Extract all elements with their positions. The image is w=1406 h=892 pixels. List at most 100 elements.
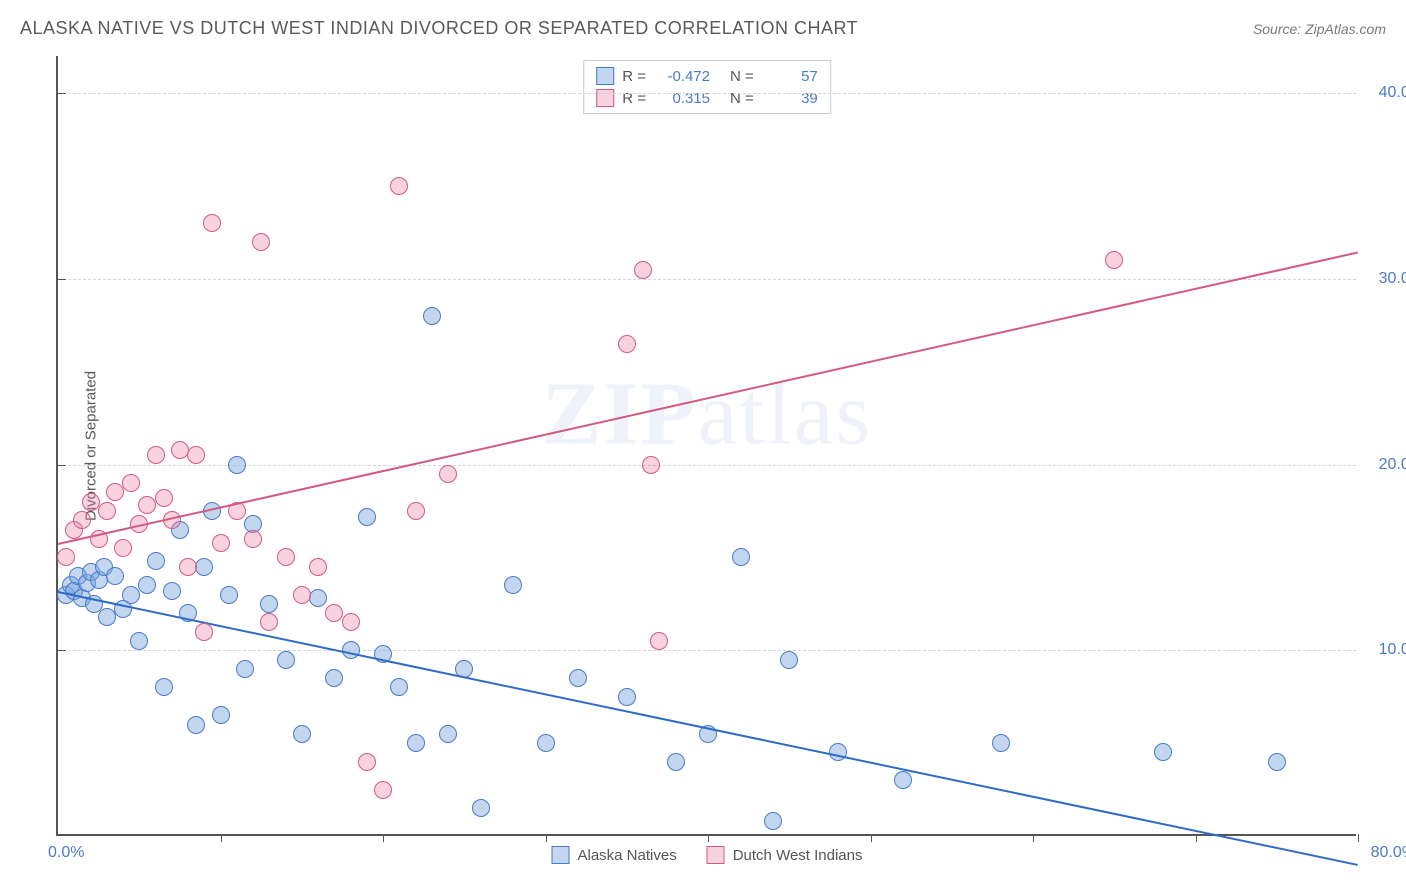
data-point [130,632,148,650]
x-tick [221,834,222,842]
legend-swatch [551,846,569,864]
legend-series-name: Dutch West Indians [733,847,863,864]
data-point [212,534,230,552]
data-point [147,552,165,570]
watermark: ZIPatlas [542,362,873,465]
data-point [228,456,246,474]
legend-swatch [596,67,614,85]
gridline [58,93,1356,94]
data-point [1268,753,1286,771]
data-point [569,669,587,687]
data-point [277,548,295,566]
data-point [293,586,311,604]
x-tick [546,834,547,842]
chart-title: ALASKA NATIVE VS DUTCH WEST INDIAN DIVOR… [20,18,858,39]
data-point [618,688,636,706]
data-point [1154,743,1172,761]
data-point [147,446,165,464]
data-point [122,474,140,492]
data-point [98,608,116,626]
data-point [829,743,847,761]
data-point [138,496,156,514]
data-point [667,753,685,771]
data-point [342,613,360,631]
data-point [155,678,173,696]
data-point [57,548,75,566]
data-point [504,576,522,594]
x-tick [1196,834,1197,842]
data-point [98,502,116,520]
x-tick [708,834,709,842]
data-point [179,558,197,576]
legend-n-value: 39 [762,90,818,107]
data-point [203,214,221,232]
legend-series-name: Alaska Natives [577,847,676,864]
legend-r-value: 0.315 [654,90,710,107]
data-point [358,508,376,526]
legend-swatch [596,89,614,107]
data-point [106,483,124,501]
data-point [358,753,376,771]
data-point [374,781,392,799]
data-point [293,725,311,743]
data-point [260,595,278,613]
y-tick-label: 30.0% [1379,270,1406,288]
data-point [252,233,270,251]
y-tick [58,465,66,466]
y-tick-label: 10.0% [1379,641,1406,659]
legend-correlation-row: R =0.315N =39 [596,87,818,109]
x-tick [871,834,872,842]
data-point [780,651,798,669]
data-point [390,678,408,696]
data-point [277,651,295,669]
data-point [155,489,173,507]
data-point [992,734,1010,752]
data-point [309,558,327,576]
data-point [106,567,124,585]
data-point [634,261,652,279]
data-point [1105,251,1123,269]
gridline [58,465,1356,466]
legend-series-item: Alaska Natives [551,846,676,864]
legend-r-value: -0.472 [654,68,710,85]
data-point [73,511,91,529]
legend-correlation-row: R =-0.472N =57 [596,65,818,87]
y-tick [58,279,66,280]
data-point [82,493,100,511]
legend-n-label: N = [730,68,754,85]
data-point [407,734,425,752]
data-point [732,548,750,566]
data-point [439,465,457,483]
data-point [390,177,408,195]
data-point [195,623,213,641]
x-axis-min-label: 0.0% [48,844,84,862]
data-point [894,771,912,789]
data-point [122,586,140,604]
y-tick [58,93,66,94]
plot-area: ZIPatlas R =-0.472N =57R =0.315N =39 0.0… [56,56,1356,836]
data-point [764,812,782,830]
data-point [423,307,441,325]
data-point [325,604,343,622]
data-point [163,582,181,600]
data-point [325,669,343,687]
series-legend: Alaska Natives Dutch West Indians [551,846,862,864]
chart-container: Divorced or Separated ZIPatlas R =-0.472… [56,56,1356,836]
correlation-legend: R =-0.472N =57R =0.315N =39 [583,60,831,114]
x-axis-max-label: 80.0% [1371,844,1406,862]
data-point [642,456,660,474]
data-point [407,502,425,520]
legend-r-label: R = [622,68,646,85]
data-point [650,632,668,650]
y-tick [58,650,66,651]
data-point [114,539,132,557]
data-point [220,586,238,604]
data-point [244,530,262,548]
y-tick-label: 40.0% [1379,84,1406,102]
data-point [195,558,213,576]
data-point [618,335,636,353]
legend-r-label: R = [622,90,646,107]
gridline [58,650,1356,651]
data-point [236,660,254,678]
source-label: Source: ZipAtlas.com [1253,21,1386,37]
